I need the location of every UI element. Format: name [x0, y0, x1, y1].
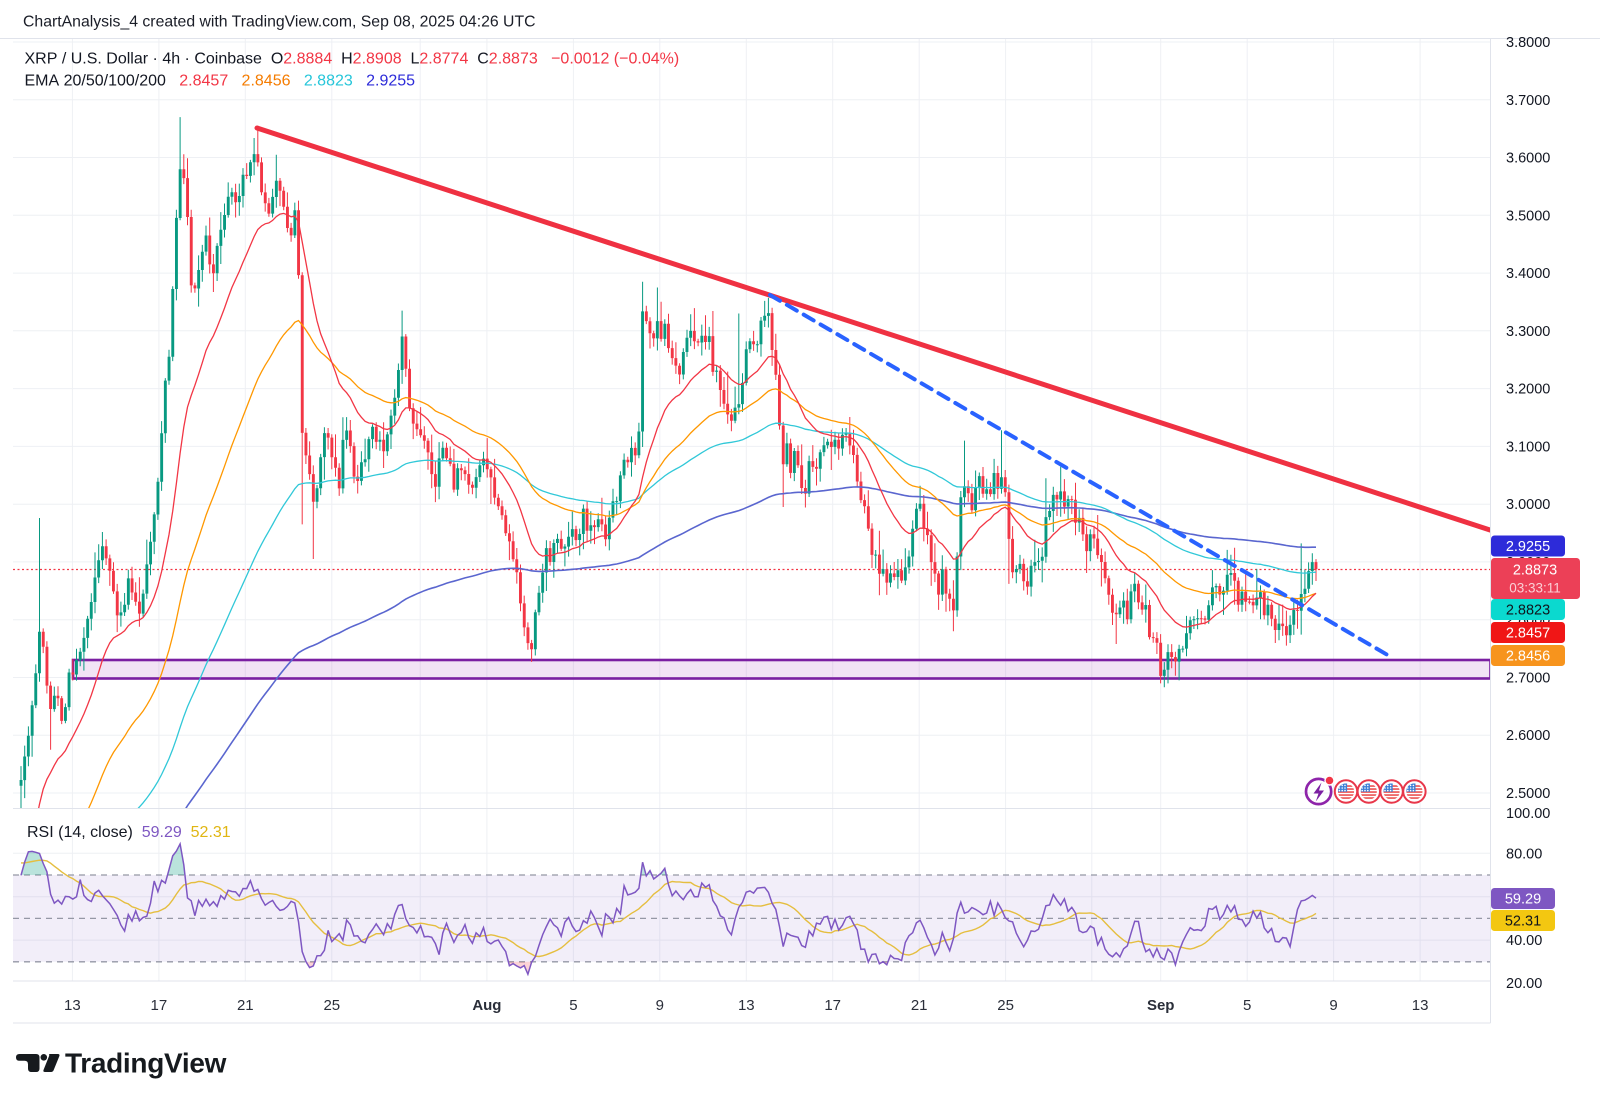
svg-text:2.8456: 2.8456 [1506, 649, 1550, 665]
svg-text:3.3000: 3.3000 [1506, 324, 1550, 340]
svg-text:3.8000: 3.8000 [1506, 35, 1550, 51]
svg-text:17: 17 [151, 997, 168, 1014]
svg-text:25: 25 [323, 997, 340, 1014]
svg-text:XRP / U.S. Dollar · 4h · Coinb: XRP / U.S. Dollar · 4h · Coinbase O2.888… [25, 51, 680, 68]
svg-text:3.1000: 3.1000 [1506, 439, 1550, 455]
svg-text:3.2000: 3.2000 [1506, 382, 1550, 398]
svg-text:3.4000: 3.4000 [1506, 266, 1550, 282]
svg-text:Aug: Aug [472, 997, 501, 1014]
svg-text:9: 9 [1329, 997, 1337, 1014]
svg-text:9: 9 [656, 997, 664, 1014]
svg-text:2.8823: 2.8823 [1506, 603, 1550, 619]
svg-text:2.5000: 2.5000 [1506, 786, 1550, 802]
svg-text:5: 5 [569, 997, 577, 1014]
svg-text:25: 25 [997, 997, 1014, 1014]
svg-text:3.6000: 3.6000 [1506, 151, 1550, 167]
svg-text:13: 13 [64, 997, 81, 1014]
svg-text:2.7000: 2.7000 [1506, 671, 1550, 687]
svg-text:17: 17 [824, 997, 841, 1014]
svg-text:3.7000: 3.7000 [1506, 93, 1550, 109]
svg-text:13: 13 [1412, 997, 1429, 1014]
svg-text:2.6000: 2.6000 [1506, 728, 1550, 744]
svg-text:21: 21 [237, 997, 254, 1014]
svg-text:40.00: 40.00 [1506, 933, 1542, 949]
svg-text:3.0000: 3.0000 [1506, 497, 1550, 513]
svg-text:5: 5 [1243, 997, 1251, 1014]
svg-text:ChartAnalysis_4 created with T: ChartAnalysis_4 created with TradingView… [23, 14, 536, 31]
svg-text:2.8457: 2.8457 [1506, 626, 1550, 642]
svg-text:20.00: 20.00 [1506, 976, 1542, 992]
svg-text:RSI (14, close) 59.29 52.31: RSI (14, close) 59.29 52.31 [27, 824, 231, 841]
svg-text:03:33:11: 03:33:11 [1509, 581, 1561, 596]
svg-text:80.00: 80.00 [1506, 846, 1542, 862]
svg-text:52.31: 52.31 [1505, 914, 1541, 930]
svg-text:EMA 20/50/100/200 2.8457 2: EMA 20/50/100/200 2.8457 2.8456 2.8823 2… [25, 73, 416, 90]
svg-text:2.9255: 2.9255 [1506, 539, 1550, 555]
svg-text:13: 13 [738, 997, 755, 1014]
svg-text:3.5000: 3.5000 [1506, 208, 1550, 224]
svg-text:Sep: Sep [1147, 997, 1175, 1014]
svg-text:21: 21 [911, 997, 928, 1014]
svg-text:TradingView: TradingView [65, 1048, 227, 1079]
svg-text:2.8873: 2.8873 [1513, 563, 1557, 579]
svg-text:59.29: 59.29 [1505, 892, 1541, 908]
svg-text:100.00: 100.00 [1506, 806, 1550, 822]
